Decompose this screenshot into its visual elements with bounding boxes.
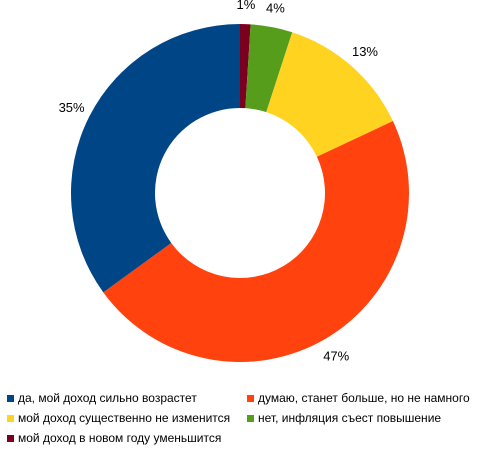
slice-percent-label: 13% [352,44,378,59]
chart-canvas: 1% 4% 13% 47% 35% [59,0,409,364]
legend-label: нет, инфляция съест повышение [258,411,442,425]
donut-slice [245,24,293,113]
slice-percent-label: 4% [266,0,285,15]
legend-label: мой доход в новом году уменьшится [18,431,222,445]
legend-swatch [247,414,254,422]
legend-label: да, мой доход сильно возрастет [18,391,197,405]
legend-swatch [7,394,14,402]
legend-item-no-change: мой доход существенно не изменится [7,410,247,426]
donut-slice [71,24,240,293]
legend-swatch [7,434,14,442]
legend-item-inflation: нет, инфляция съест повышение [247,410,477,426]
legend-swatch [247,394,254,402]
legend-item-decrease: мой доход в новом году уменьшится [7,430,247,446]
donut-slice [240,24,251,109]
legend-item-slight-growth: думаю, станет больше, но не намного [247,390,477,406]
legend-label: мой доход существенно не изменится [18,411,231,425]
donut-slice [103,121,409,362]
chart-legend: да, мой доход сильно возрастет думаю, ст… [7,390,477,446]
donut-slice [266,32,393,157]
slice-percent-label: 35% [59,100,85,115]
legend-label: думаю, станет больше, но не намного [258,391,470,405]
legend-item-strong-growth: да, мой доход сильно возрастет [7,390,247,406]
legend-swatch [7,414,14,422]
slice-percent-label: 47% [323,349,349,364]
slice-percent-label: 1% [237,0,256,12]
